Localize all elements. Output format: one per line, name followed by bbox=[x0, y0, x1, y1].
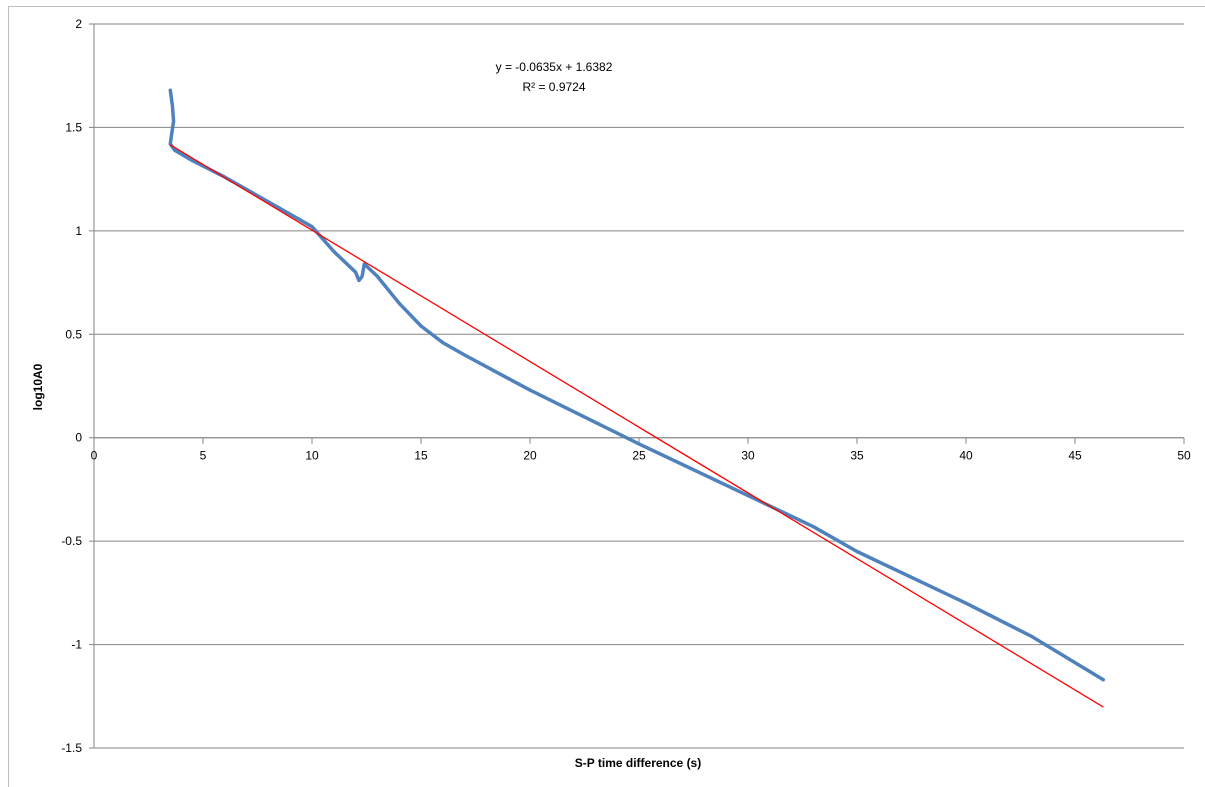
x-tick-label: 20 bbox=[523, 449, 537, 463]
y-tick-label: -1.5 bbox=[61, 741, 82, 755]
x-tick-label: 40 bbox=[959, 449, 973, 463]
y-tick-label: 2 bbox=[75, 17, 82, 31]
x-tick-label: 10 bbox=[305, 449, 319, 463]
data-series-line bbox=[168, 88, 1106, 682]
x-tick-label: 45 bbox=[1068, 449, 1082, 463]
y-tick-label: 1.5 bbox=[65, 120, 82, 134]
trendline-equation: y = -0.0635x + 1.6382 bbox=[496, 60, 613, 74]
r-squared-label: R² = 0.9724 bbox=[522, 80, 585, 94]
axes bbox=[89, 23, 1185, 749]
series-lines bbox=[168, 88, 1106, 708]
y-tick-label: 0.5 bbox=[65, 327, 82, 341]
x-tick-label: 25 bbox=[632, 449, 646, 463]
y-tick-label: -0.5 bbox=[61, 534, 82, 548]
y-axis-title: log10A0 bbox=[31, 363, 45, 410]
x-tick-label: 35 bbox=[850, 449, 864, 463]
x-tick-label: 15 bbox=[414, 449, 428, 463]
x-tick-label: 5 bbox=[200, 449, 207, 463]
y-tick-label: 1 bbox=[75, 224, 82, 238]
y-tick-labels: 2 1.5 1 0.5 0 -0.5 -1 -1.5 bbox=[61, 17, 82, 755]
gridlines bbox=[94, 23, 1184, 749]
x-tick-label: 30 bbox=[741, 449, 755, 463]
x-tick-label: 50 bbox=[1177, 449, 1191, 463]
x-tick-label: 0 bbox=[91, 449, 98, 463]
x-tick-labels: 0 5 10 15 20 25 30 35 40 45 50 bbox=[91, 449, 1191, 463]
chart-frame bbox=[8, 6, 1205, 787]
y-tick-label: 0 bbox=[75, 431, 82, 445]
y-tick-label: -1 bbox=[71, 638, 82, 652]
trendline bbox=[169, 144, 1104, 708]
x-axis-title: S-P time difference (s) bbox=[575, 756, 701, 770]
